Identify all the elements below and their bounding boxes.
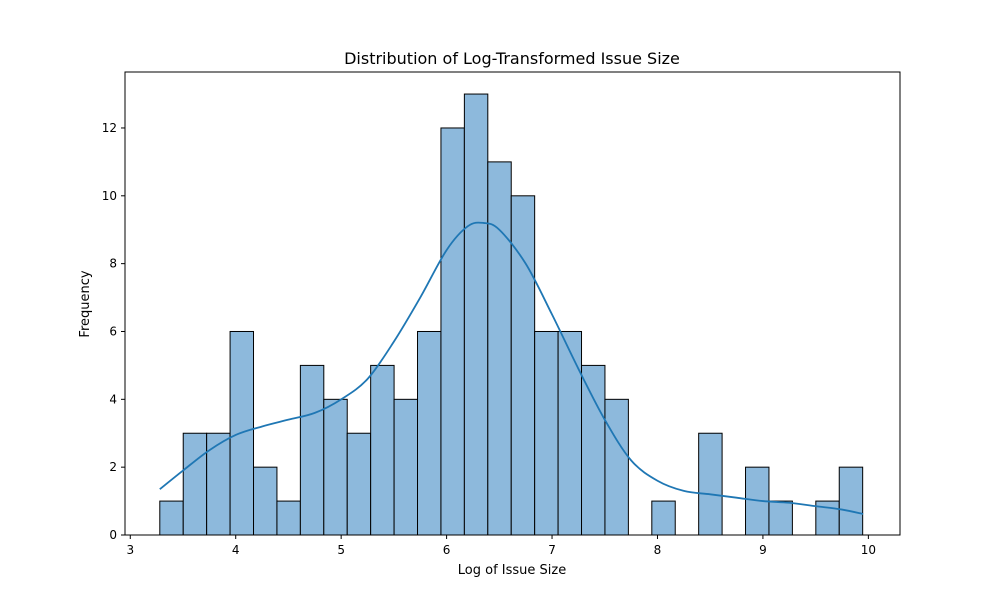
histogram-bar [698, 432, 723, 536]
x-axis-label: Log of Issue Size [458, 563, 566, 578]
chart-title: Distribution of Log-Transformed Issue Si… [344, 49, 680, 68]
y-tick-label: 6 [109, 324, 117, 338]
histogram-bar [440, 127, 465, 536]
y-tick-label: 8 [109, 257, 117, 271]
histogram-bar [299, 364, 325, 536]
x-tick-label: 5 [337, 543, 345, 557]
histogram-bar [534, 330, 559, 536]
histogram-bar [838, 466, 864, 536]
histogram-bars [159, 93, 864, 536]
histogram-bar [604, 398, 629, 536]
histogram-bar [370, 364, 395, 536]
histogram-bar [182, 432, 208, 536]
kde-curve [159, 221, 864, 515]
histogram-bar [651, 500, 676, 536]
y-tick-label: 12 [102, 121, 117, 135]
histogram-bar [393, 398, 419, 536]
histogram-bar [417, 330, 442, 536]
x-tick-label: 4 [232, 543, 240, 557]
histogram-bar [323, 398, 348, 536]
x-tick-label: 7 [548, 543, 556, 557]
histogram-bar [276, 500, 301, 536]
histogram-bar [768, 500, 793, 536]
histogram-bar [463, 93, 489, 536]
histogram-bar [346, 432, 372, 536]
y-tick-label: 10 [102, 189, 117, 203]
x-tick-label: 3 [126, 543, 134, 557]
x-tick-label: 9 [759, 543, 767, 557]
y-axis-ticks: 0 2 4 6 8 10 12 [102, 121, 125, 542]
histogram-bar [253, 466, 278, 536]
histogram-bar [557, 330, 583, 536]
x-tick-label: 10 [861, 543, 876, 557]
histogram-bar [206, 432, 231, 536]
plot-frame [124, 71, 901, 536]
y-tick-label: 4 [109, 392, 117, 406]
histogram-bar [581, 364, 606, 536]
x-tick-label: 6 [443, 543, 451, 557]
x-axis-ticks: 3 4 5 6 7 8 9 10 [126, 535, 876, 557]
histogram-bar [159, 500, 184, 536]
x-tick-label: 8 [654, 543, 662, 557]
y-tick-label: 0 [109, 528, 117, 542]
histogram-bar [487, 161, 512, 536]
y-axis-label: Frequency [78, 270, 93, 337]
y-tick-label: 2 [109, 460, 117, 474]
